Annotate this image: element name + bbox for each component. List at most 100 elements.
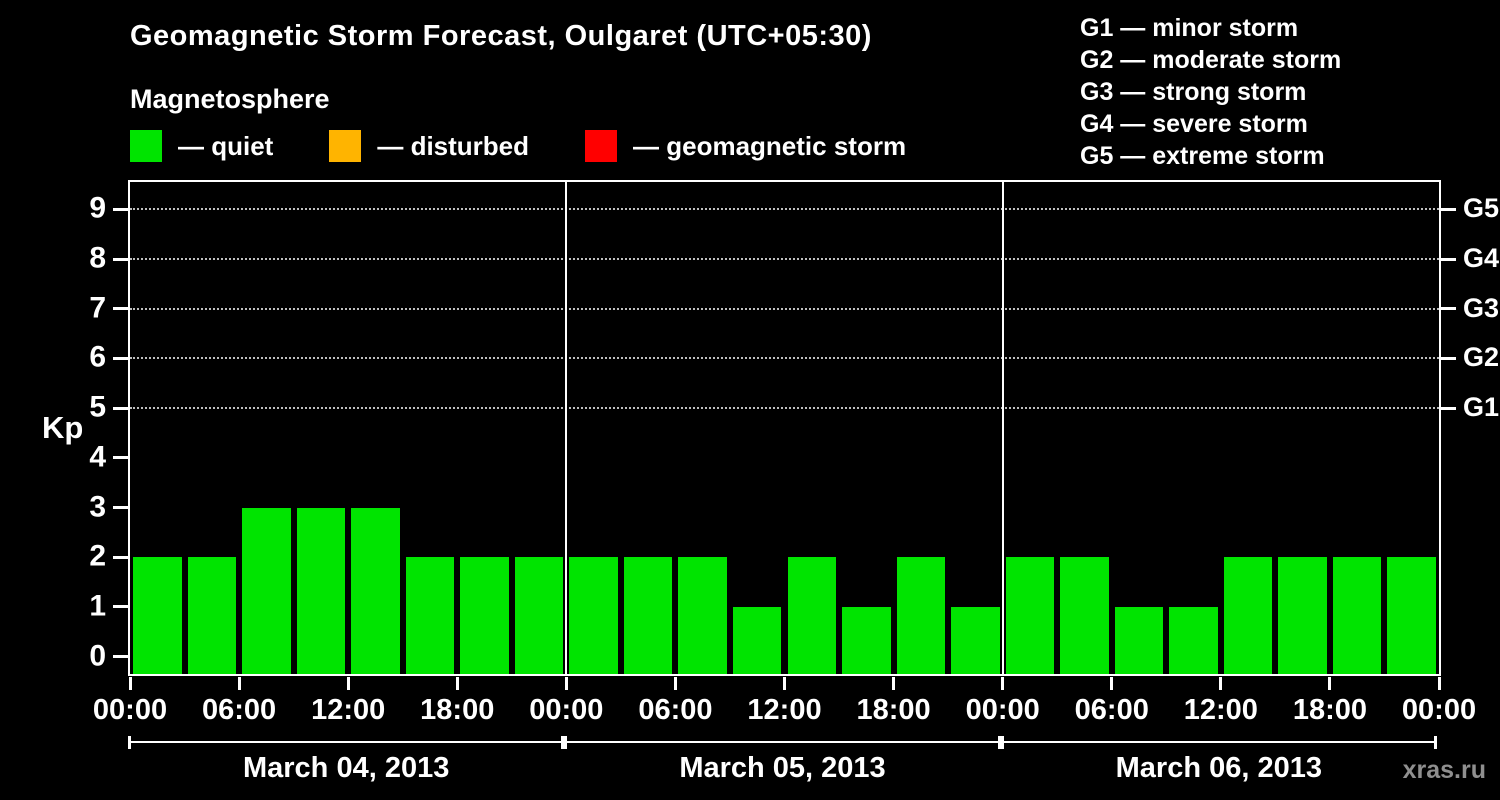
kp-bar bbox=[1114, 606, 1164, 674]
legend-label-quiet: — quiet bbox=[178, 130, 274, 161]
x-tick bbox=[237, 677, 241, 690]
x-tick-label: 00:00 bbox=[529, 694, 604, 726]
kp-bar bbox=[1387, 557, 1436, 674]
y-tick bbox=[113, 655, 128, 659]
x-tick-label: 00:00 bbox=[965, 694, 1040, 726]
day-label: March 06, 2013 bbox=[1115, 752, 1322, 784]
x-tick bbox=[1110, 677, 1114, 690]
kp-bar bbox=[1005, 557, 1055, 674]
x-tick-label: 06:00 bbox=[1074, 694, 1149, 726]
x-tick bbox=[564, 677, 568, 690]
right-tick-label-g2: G2 bbox=[1463, 342, 1500, 373]
kp-bar bbox=[1169, 606, 1218, 674]
legend-label-disturbed: — disturbed bbox=[377, 130, 530, 161]
day-bracket bbox=[1000, 736, 1437, 749]
kp-bar bbox=[1332, 557, 1382, 674]
kp-bar bbox=[187, 557, 237, 674]
y-tick bbox=[113, 555, 128, 559]
y-tick bbox=[113, 307, 128, 311]
right-tick bbox=[1441, 406, 1456, 410]
kp-bar bbox=[732, 606, 782, 674]
kp-bar bbox=[1278, 557, 1327, 674]
gridline-kp9 bbox=[130, 208, 1439, 211]
right-tick bbox=[1441, 207, 1456, 211]
day-bracket bbox=[128, 736, 565, 749]
kp-bar bbox=[460, 557, 509, 674]
x-tick bbox=[1437, 677, 1441, 690]
y-tick-label: 2 bbox=[89, 539, 106, 573]
kp-bar bbox=[1223, 557, 1273, 674]
day-separator bbox=[565, 182, 568, 674]
y-axis-title: Kp bbox=[42, 410, 84, 445]
y-tick-label: 8 bbox=[89, 241, 106, 275]
y-tick-label: 1 bbox=[89, 589, 106, 623]
x-tick bbox=[455, 677, 459, 690]
x-tick-label: 18:00 bbox=[1292, 694, 1367, 726]
day-bracket-line bbox=[131, 741, 562, 743]
x-tick-label: 18:00 bbox=[856, 694, 931, 726]
y-tick bbox=[113, 356, 128, 360]
x-tick bbox=[346, 677, 350, 690]
legend-item-quiet: — quiet bbox=[130, 130, 273, 162]
x-tick-label: 00:00 bbox=[92, 694, 168, 726]
kp-bar bbox=[296, 507, 346, 674]
right-tick-label-g5: G5 bbox=[1463, 193, 1500, 224]
kp-bar bbox=[896, 557, 946, 674]
kp-bar bbox=[623, 557, 673, 674]
x-tick-label: 12:00 bbox=[747, 694, 822, 726]
y-tick bbox=[113, 257, 128, 261]
x-tick bbox=[783, 677, 786, 690]
y-tick-label: 0 bbox=[89, 638, 106, 672]
x-tick-label: 06:00 bbox=[201, 694, 277, 726]
kp-bar bbox=[678, 557, 727, 674]
x-tick bbox=[128, 677, 132, 690]
x-tick-label: 12:00 bbox=[311, 694, 386, 726]
kp-bar bbox=[569, 557, 618, 674]
x-tick bbox=[1328, 677, 1332, 690]
kp-bar bbox=[1060, 557, 1109, 674]
storm-scale-item-g2: G2 — moderate storm bbox=[1080, 46, 1342, 74]
right-tick-label-g1: G1 bbox=[1463, 391, 1500, 422]
storm-scale-item-g4: G4 — severe storm bbox=[1080, 110, 1308, 138]
chart-title: Geomagnetic Storm Forecast, Oulgaret (UT… bbox=[130, 20, 872, 52]
gridline-kp6 bbox=[130, 357, 1439, 360]
y-tick bbox=[113, 406, 128, 410]
kp-bar bbox=[242, 507, 291, 674]
kp-bar bbox=[842, 606, 891, 674]
legend-label-storm: — geomagnetic storm bbox=[633, 130, 907, 161]
day-label: March 04, 2013 bbox=[242, 752, 450, 784]
y-tick-label: 6 bbox=[89, 340, 106, 374]
storm-scale-item-g3: G3 — strong storm bbox=[1080, 78, 1307, 106]
gridline-kp5 bbox=[130, 407, 1439, 410]
legend-swatch-disturbed bbox=[329, 130, 362, 162]
kp-bar bbox=[133, 557, 182, 674]
watermark: xras.ru bbox=[1402, 756, 1486, 784]
kp-bar bbox=[514, 557, 564, 674]
legend-swatch-storm bbox=[585, 130, 618, 162]
x-tick bbox=[892, 677, 896, 690]
chart-subtitle: Magnetosphere bbox=[130, 84, 330, 114]
kp-legend: — quiet — disturbed — geomagnetic storm bbox=[130, 130, 962, 162]
x-tick-label: 18:00 bbox=[420, 694, 495, 726]
right-tick-label-g3: G3 bbox=[1463, 292, 1500, 323]
y-tick bbox=[113, 456, 128, 460]
x-tick-label: 12:00 bbox=[1183, 694, 1258, 726]
y-tick bbox=[113, 506, 128, 509]
legend-item-disturbed: — disturbed bbox=[329, 130, 529, 162]
kp-bar bbox=[405, 557, 455, 674]
x-tick bbox=[1219, 677, 1223, 690]
y-tick-label: 5 bbox=[89, 390, 106, 424]
gridline-kp7 bbox=[130, 307, 1439, 310]
right-tick bbox=[1441, 307, 1456, 311]
y-tick-label: 3 bbox=[89, 489, 106, 523]
x-tick bbox=[673, 677, 677, 690]
day-label: March 05, 2013 bbox=[679, 752, 886, 784]
day-separator bbox=[1001, 182, 1004, 674]
day-bracket bbox=[564, 736, 1001, 749]
x-tick bbox=[1001, 677, 1005, 690]
right-tick bbox=[1441, 356, 1456, 360]
storm-scale-item-g5: G5 — extreme storm bbox=[1080, 142, 1325, 170]
x-tick-label: 00:00 bbox=[1401, 694, 1477, 726]
gridline-kp8 bbox=[130, 258, 1439, 261]
